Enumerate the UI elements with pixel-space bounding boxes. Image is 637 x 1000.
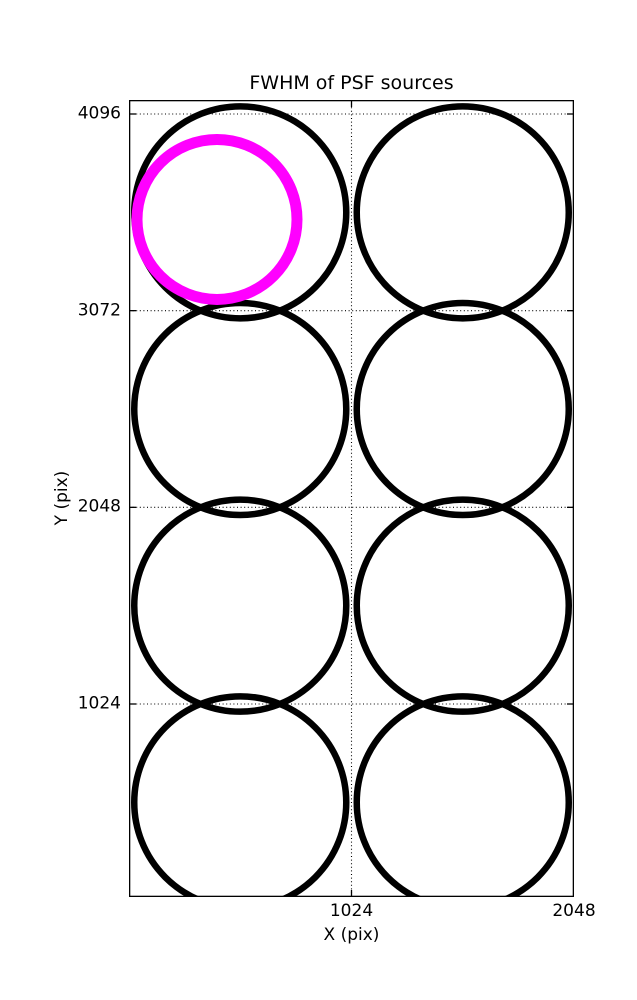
x-tick-label: 2048: [552, 901, 596, 921]
psf-circle: [131, 693, 350, 897]
psf-circle: [353, 103, 572, 322]
y-tick-label: 4096: [77, 103, 121, 124]
x-axis-label: X (pix): [323, 925, 380, 945]
highlighted-psf-circle: [131, 133, 303, 305]
plot-frame: [129, 100, 574, 897]
y-tick-label: 3072: [77, 300, 121, 321]
psf-circle: [353, 693, 572, 897]
psf-circle: [131, 299, 350, 519]
psf-circle: [353, 496, 572, 715]
y-tick-label: 2048: [77, 496, 121, 517]
chart-title: FWHM of PSF sources: [249, 72, 454, 94]
x-tick-label: 1024: [329, 901, 374, 921]
y-tick-label: 1024: [77, 693, 121, 714]
plot-canvas: [129, 100, 574, 897]
psf-circle: [131, 496, 350, 715]
psf-circle: [353, 299, 572, 519]
plot-area: [129, 100, 574, 897]
